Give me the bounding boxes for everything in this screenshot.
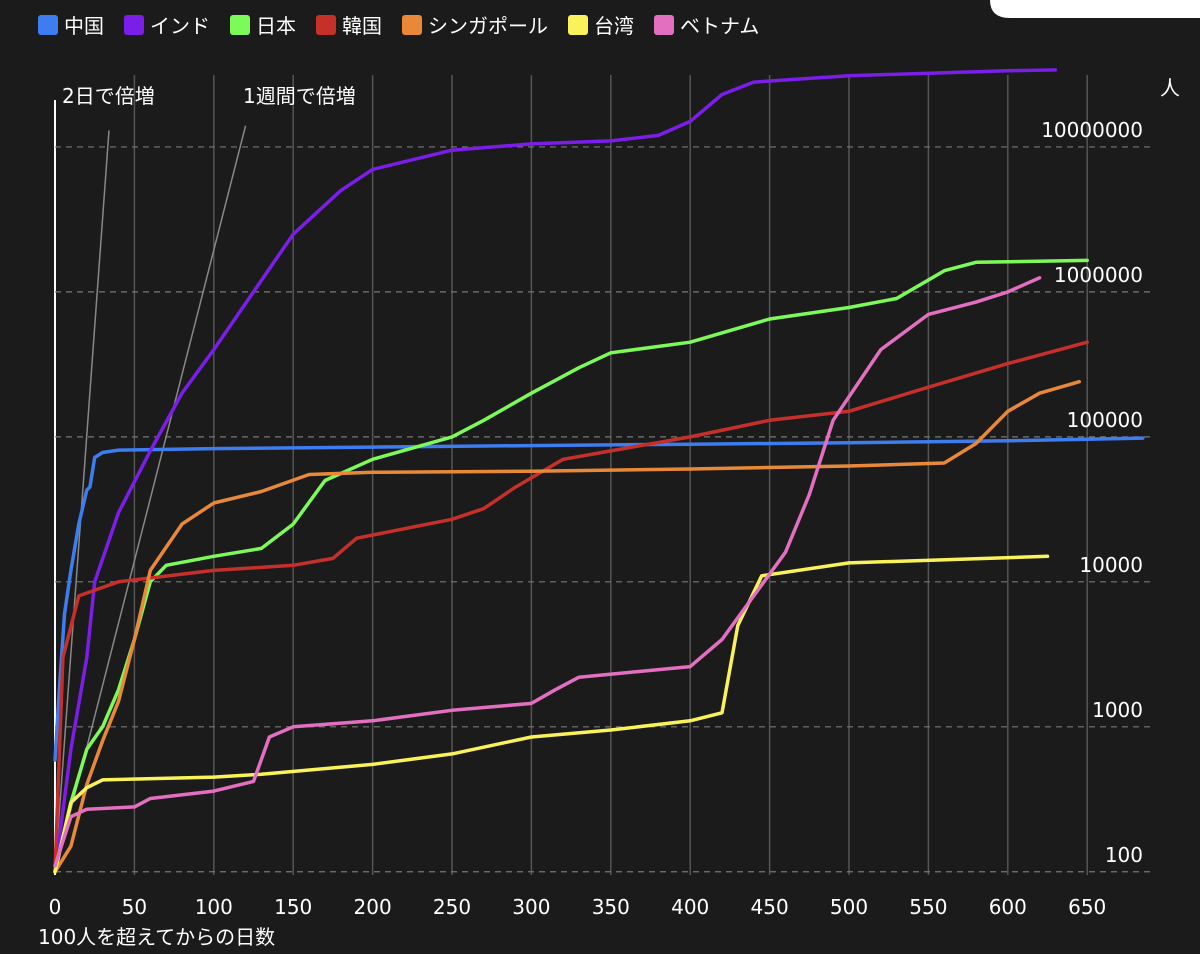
- reference-line: [54, 130, 110, 872]
- x-tick-label: 250: [433, 895, 471, 919]
- legend-label: 韓国: [342, 14, 382, 38]
- legend-swatch: [402, 14, 422, 35]
- series-line: [53, 258, 1089, 874]
- legend-item: 台湾: [568, 10, 634, 39]
- y-tick-label: 1000000: [1054, 263, 1143, 287]
- y-tick-label: 10000: [1079, 553, 1143, 577]
- legend-label: 日本: [256, 14, 296, 38]
- series-line: [53, 554, 1050, 874]
- x-tick-label: 300: [512, 895, 550, 919]
- y-tick-label: 10000000: [1041, 118, 1143, 142]
- series-line: [53, 68, 1058, 874]
- legend-label: 中国: [64, 14, 104, 38]
- y-tick-label: 1000: [1092, 698, 1143, 722]
- reference-label: 1週間で倍増: [243, 84, 356, 108]
- legend-label: シンガポール: [428, 14, 548, 38]
- legend-item: 韓国: [316, 10, 382, 39]
- legend-label: 台湾: [594, 14, 634, 38]
- legend-swatch: [654, 14, 674, 35]
- legend-swatch: [316, 14, 336, 35]
- reference-label: 2日で倍増: [62, 84, 155, 108]
- x-tick-label: 550: [909, 895, 947, 919]
- x-tick-label: 200: [354, 895, 392, 919]
- legend-item: 中国: [38, 10, 104, 39]
- x-tick-label: 350: [592, 895, 630, 919]
- x-axis-label: 100人を超えてからの日数: [38, 925, 275, 949]
- corner-panel: [990, 0, 1200, 18]
- legend-label: インド: [150, 14, 210, 38]
- y-tick-label: 100: [1105, 843, 1143, 867]
- x-tick-label: 50: [122, 895, 147, 919]
- x-tick-label: 500: [830, 895, 868, 919]
- x-tick-label: 0: [49, 895, 62, 919]
- legend-swatch: [124, 14, 144, 35]
- legend-item: ベトナム: [654, 10, 759, 39]
- legend-swatch: [38, 14, 58, 35]
- x-tick-label: 400: [671, 895, 709, 919]
- series-line: [53, 379, 1082, 874]
- x-tick-label: 100: [195, 895, 233, 919]
- x-tick-label: 450: [751, 895, 789, 919]
- x-tick-label: 650: [1068, 895, 1106, 919]
- legend-item: 日本: [230, 10, 296, 39]
- series-line: [53, 276, 1042, 868]
- legend-swatch: [568, 14, 588, 35]
- legend-swatch: [230, 14, 250, 35]
- y-axis-label: 人: [1160, 76, 1180, 100]
- legend-item: インド: [124, 10, 210, 39]
- legend-item: シンガポール: [402, 10, 548, 39]
- legend-label: ベトナム: [680, 14, 760, 38]
- x-tick-label: 600: [989, 895, 1027, 919]
- series-line: [53, 340, 1089, 874]
- legend: 中国 インド 日本 韓国 シンガポール 台湾 ベトナム: [38, 10, 759, 39]
- series-line: [53, 436, 1145, 762]
- y-tick-label: 100000: [1067, 408, 1143, 432]
- x-tick-label: 150: [274, 895, 312, 919]
